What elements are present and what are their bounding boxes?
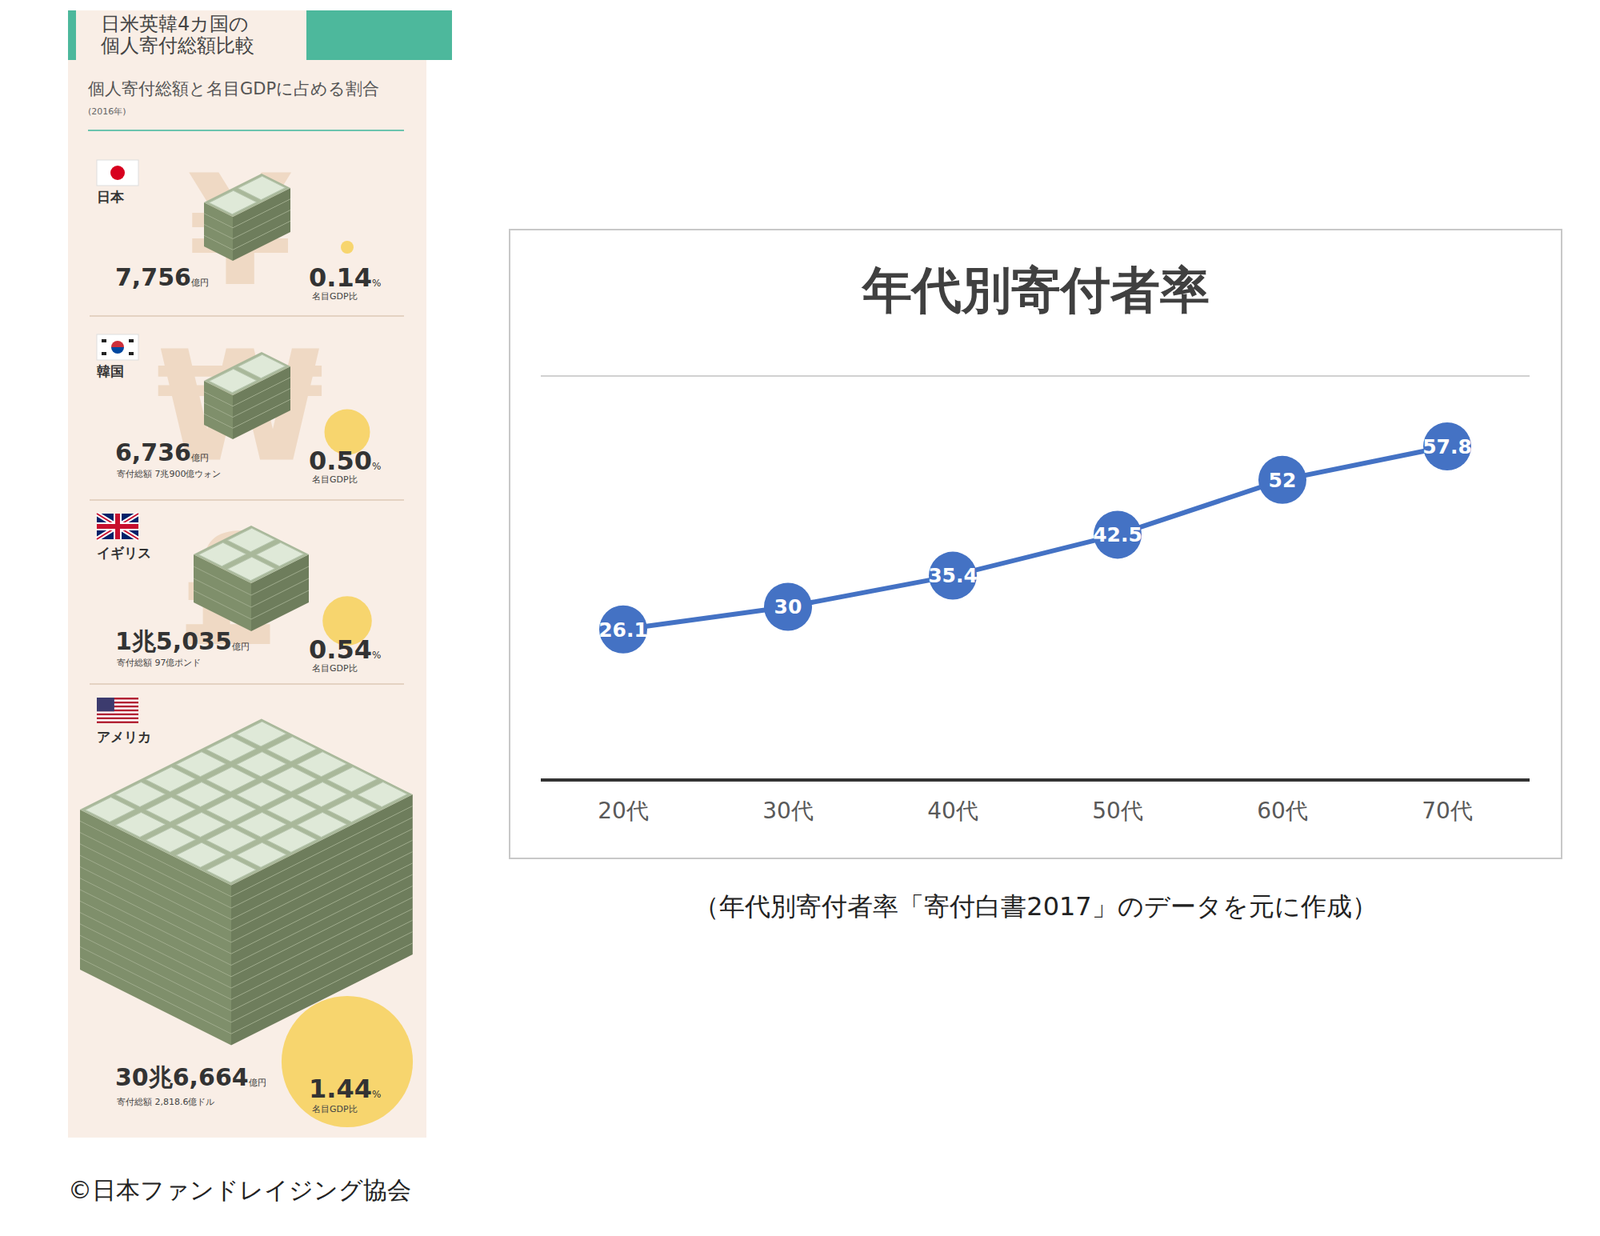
svg-text:60代: 60代 [1256,797,1308,824]
svg-text:0.50%: 0.50% [308,445,381,476]
svg-text:26.1: 26.1 [598,618,648,642]
svg-text:名目GDP比: 名目GDP比 [312,291,358,302]
svg-text:日米英韓4カ国の: 日米英韓4カ国の [100,12,249,36]
svg-text:(2016年): (2016年) [88,106,127,117]
svg-text:名目GDP比: 名目GDP比 [312,663,358,674]
html-text:年代別寄付者率: 年代別寄付者率 [862,260,1210,320]
svg-text:7,756億円: 7,756億円 [115,263,209,292]
svg-text:20代: 20代 [597,797,649,824]
svg-text:日本: 日本 [96,188,125,205]
svg-text:40代: 40代 [927,797,979,824]
svg-text:30: 30 [774,595,803,619]
svg-text:名目GDP比: 名目GDP比 [312,1104,358,1115]
svg-text:個人寄付総額比較: 個人寄付総額比較 [100,34,255,57]
svg-text:52: 52 [1268,468,1297,492]
svg-text:イギリス: イギリス [96,544,152,561]
svg-text:¥: ¥ [187,143,293,320]
svg-text:1.44%: 1.44% [308,1073,381,1104]
html-text:©日本ファンドレイジング協会: ©日本ファンドレイジング協会 [68,1176,412,1204]
svg-text:寄付総額 7兆900億ウォン: 寄付総額 7兆900億ウォン [116,468,222,480]
svg-text:30兆6,664億円: 30兆6,664億円 [115,1063,267,1092]
svg-text:0.14%: 0.14% [308,262,381,293]
svg-text:寄付総額 2,818.6億ドル: 寄付総額 2,818.6億ドル [116,1096,215,1108]
svg-text:35.4: 35.4 [928,564,978,588]
svg-text:韓国: 韓国 [96,363,124,380]
svg-text:1兆5,035億円: 1兆5,035億円 [115,627,250,656]
svg-text:70代: 70代 [1421,797,1473,824]
svg-text:30代: 30代 [762,797,814,824]
svg-text:42.5: 42.5 [1092,523,1143,547]
svg-text:個人寄付総額と名目GDPに占める割合: 個人寄付総額と名目GDPに占める割合 [88,79,380,99]
svg-text:名目GDP比: 名目GDP比 [312,474,358,485]
svg-text:0.54%: 0.54% [308,634,381,665]
svg-text:57.8: 57.8 [1422,435,1472,459]
svg-text:アメリカ: アメリカ [96,728,152,745]
svg-text:寄付総額 97億ポンド: 寄付総額 97億ポンド [116,657,202,668]
svg-text:50代: 50代 [1092,797,1144,824]
html-text:（年代別寄付者率「寄付白書2017」のデータを元に作成）: （年代別寄付者率「寄付白書2017」のデータを元に作成） [693,891,1378,922]
svg-text:6,736億円: 6,736億円 [115,438,209,467]
